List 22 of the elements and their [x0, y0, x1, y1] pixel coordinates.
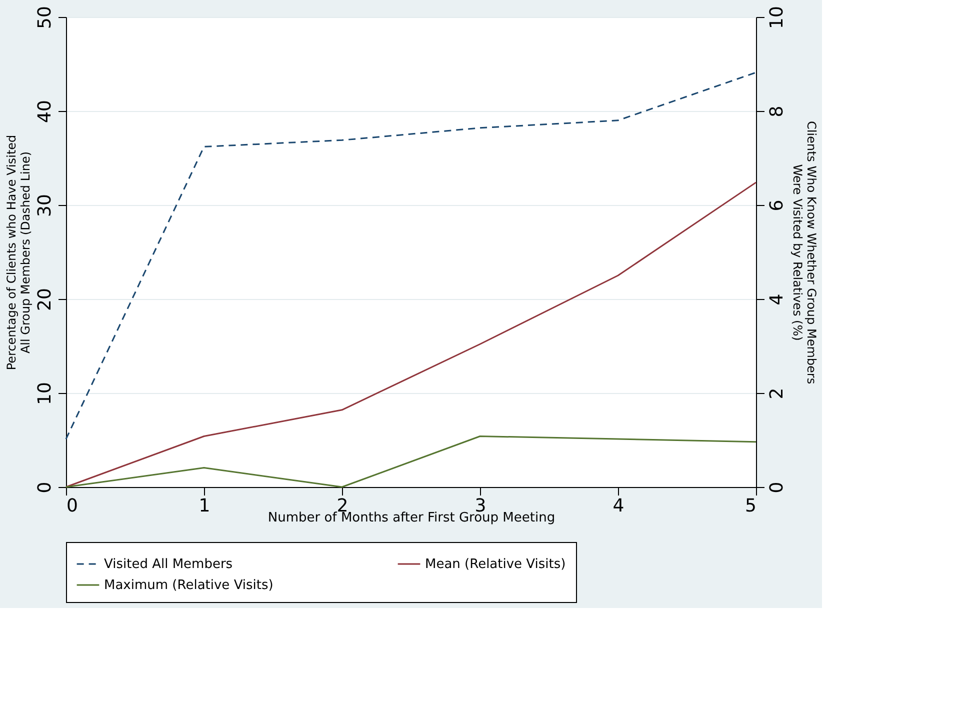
y2-tick-label: 6 — [766, 200, 788, 212]
y2-tick-label: 4 — [766, 294, 788, 306]
legend-label: Mean (Relative Visits) — [425, 557, 566, 572]
legend-label: Visited All Members — [104, 557, 233, 572]
y2-tick-label: 0 — [766, 482, 788, 494]
x-tick-label: 4 — [612, 496, 624, 516]
y-tick-label: 30 — [34, 194, 56, 217]
y-tick-label: 20 — [34, 288, 56, 311]
x-tick-label: 0 — [66, 496, 78, 516]
y2-axis-title: Clients Who Know Whether Group Members Were Visited by Relatives (%) — [790, 120, 818, 384]
y-tick-label: 50 — [34, 6, 56, 29]
legend-label: Maximum (Relative Visits) — [104, 578, 274, 593]
y2-tick-label: 8 — [766, 106, 788, 118]
line-series — [65, 72, 757, 440]
x-tick-label: 5 — [745, 496, 756, 516]
y-axis-title: Percentage of Clients who Have Visited All Group Members (Dashed Line) — [4, 134, 32, 370]
y-tick-label: 10 — [34, 382, 56, 405]
y2-tick-label: 10 — [766, 6, 788, 29]
y2-tick-label: 2 — [766, 388, 788, 400]
y-tick-label: 40 — [34, 100, 56, 123]
x-tick-label: 1 — [198, 496, 210, 516]
y-tick-label: 0 — [34, 482, 56, 494]
